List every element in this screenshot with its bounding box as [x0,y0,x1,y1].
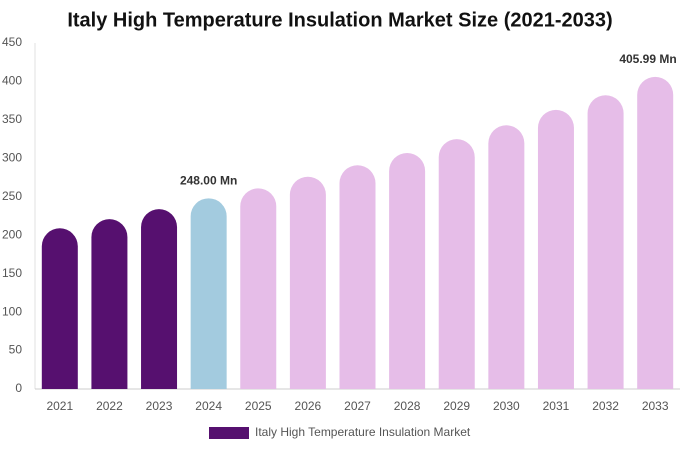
y-tick-label: 250 [2,189,22,203]
y-tick-label: 350 [2,112,22,126]
bar [91,219,128,389]
x-tick-label: 2027 [344,399,371,413]
bar [289,176,326,389]
bar [41,228,78,389]
value-label: 405.99 Mn [619,52,676,66]
y-tick-label: 100 [2,304,22,318]
y-tick-label: 150 [2,266,22,280]
x-tick-label: 2031 [543,399,570,413]
bar [389,152,426,389]
x-tick-label: 2033 [642,399,669,413]
bar [587,95,624,389]
bar [141,209,178,389]
x-tick-label: 2032 [592,399,619,413]
y-tick-label: 0 [15,381,22,395]
x-tick-label: 2028 [394,399,421,413]
bar [438,139,475,389]
y-tick-label: 300 [2,151,22,165]
legend-swatch [209,427,249,439]
y-tick-label: 50 [9,343,23,357]
bar [240,188,277,389]
x-tick-label: 2026 [295,399,322,413]
bar [537,109,574,389]
bar [637,76,674,389]
y-tick-label: 450 [2,35,22,49]
x-tick-label: 2022 [96,399,123,413]
legend-label: Italy High Temperature Insulation Market [255,425,471,439]
x-tick-label: 2029 [443,399,470,413]
x-tick-label: 2021 [46,399,73,413]
x-tick-label: 2025 [245,399,272,413]
x-tick-label: 2023 [146,399,173,413]
value-label: 248.00 Mn [180,173,237,187]
x-tick-label: 2030 [493,399,520,413]
chart-title: Italy High Temperature Insulation Market… [67,9,612,31]
bar [488,125,525,390]
x-tick-label: 2024 [195,399,222,413]
bar [190,198,227,389]
y-tick-label: 200 [2,227,22,241]
y-tick-label: 400 [2,74,22,88]
bar [339,165,376,389]
